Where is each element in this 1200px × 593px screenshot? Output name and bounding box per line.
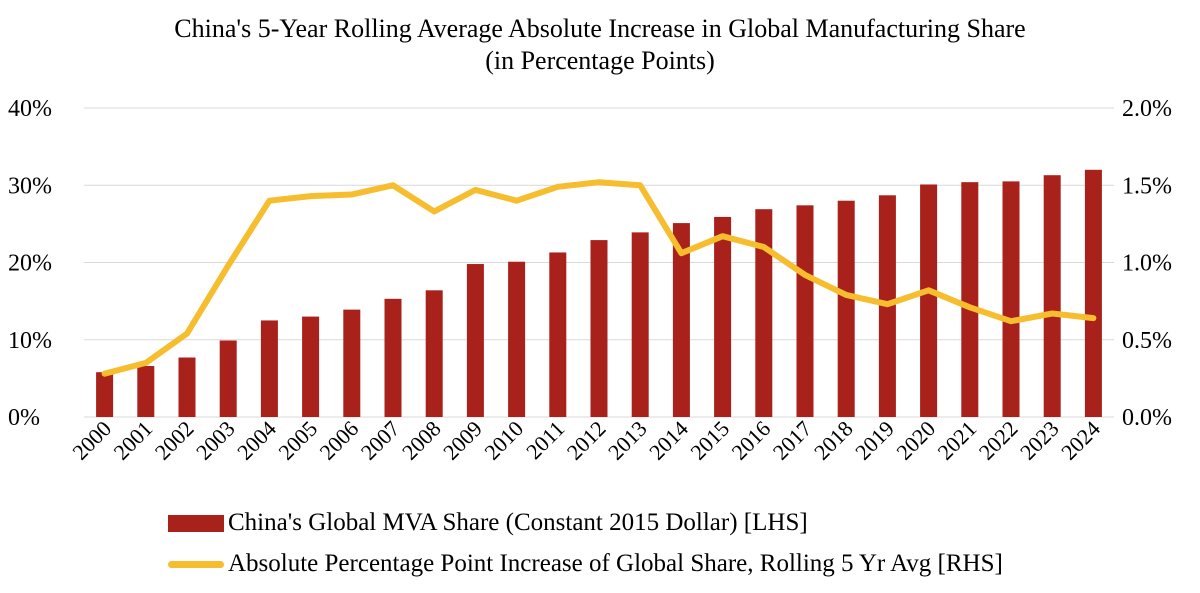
x-tick-label: 2015 <box>685 416 734 465</box>
legend-item-line: Absolute Percentage Point Increase of Gl… <box>168 549 1003 579</box>
bar-2009 <box>466 264 484 417</box>
y-right-tick-label: 0.0% <box>1122 405 1172 431</box>
x-tick-label: 2019 <box>850 416 899 465</box>
legend-label-line: Absolute Percentage Point Increase of Gl… <box>228 550 1003 577</box>
y-left-tick-label: 20% <box>8 251 52 277</box>
legend-label-bars: China's Global MVA Share (Constant 2015 … <box>228 509 808 536</box>
bar-2000 <box>96 372 114 417</box>
x-tick-label: 2006 <box>315 416 364 465</box>
x-tick-label: 2013 <box>603 416 652 465</box>
x-tick-label: 2002 <box>150 416 199 465</box>
y-right-tick-label: 1.5% <box>1122 173 1172 199</box>
x-tick-label: 2023 <box>1015 416 1064 465</box>
bar-2012 <box>590 240 608 417</box>
bar-2016 <box>755 209 773 417</box>
bar-2021 <box>961 182 979 417</box>
x-tick-label: 2010 <box>479 416 528 465</box>
chart-title: China's 5-Year Rolling Average Absolute … <box>174 14 1026 43</box>
x-tick-label: 2017 <box>768 416 817 465</box>
bar-2023 <box>1043 175 1061 417</box>
x-tick-label: 2021 <box>933 416 982 465</box>
bar-2022 <box>1002 181 1020 417</box>
bar-2018 <box>837 200 855 417</box>
y-left-tick-label: 40% <box>8 96 52 122</box>
bar-2001 <box>137 366 155 417</box>
bar-2017 <box>796 205 814 417</box>
x-tick-label: 2016 <box>727 416 776 465</box>
x-tick-label: 2024 <box>1056 416 1105 465</box>
y-left-tick-label: 10% <box>8 328 52 354</box>
bar-2013 <box>631 232 649 417</box>
x-tick-label: 2001 <box>109 416 158 465</box>
x-tick-label: 2007 <box>356 416 405 465</box>
y-right-tick-label: 0.5% <box>1122 328 1172 354</box>
x-tick-label: 2020 <box>891 416 940 465</box>
bar-2011 <box>549 252 567 417</box>
bar-2010 <box>508 261 526 417</box>
y-right-tick-label: 1.0% <box>1122 251 1172 277</box>
y-left-tick-label: 0% <box>8 405 40 431</box>
bar-2002 <box>178 357 196 417</box>
x-tick-label: 2022 <box>974 416 1023 465</box>
x-tick-label: 2012 <box>562 416 611 465</box>
y-left-tick-label: 30% <box>8 173 52 199</box>
x-tick-label: 2018 <box>809 416 858 465</box>
y-right-tick-label: 2.0% <box>1122 96 1172 122</box>
legend-item-bars: China's Global MVA Share (Constant 2015 … <box>168 508 808 538</box>
bar-2015 <box>714 216 732 417</box>
rolling-average-line <box>101 179 1097 377</box>
x-tick-label: 2004 <box>232 416 281 465</box>
bar-2024 <box>1084 169 1102 417</box>
legend-swatch-line <box>168 560 224 568</box>
x-tick-label: 2009 <box>438 416 487 465</box>
chart-subtitle: (in Percentage Points) <box>485 46 715 75</box>
x-tick-label: 2003 <box>191 416 240 465</box>
x-tick-label: 2011 <box>521 416 569 464</box>
legend-swatch-bar <box>168 514 224 532</box>
bar-2008 <box>425 290 443 417</box>
bar-2004 <box>260 320 278 417</box>
bar-2020 <box>920 184 938 417</box>
bar-2003 <box>219 340 237 417</box>
bar-2007 <box>384 298 402 417</box>
bar-2005 <box>302 316 320 417</box>
x-tick-label: 2000 <box>67 416 116 465</box>
x-tick-label: 2005 <box>273 416 322 465</box>
bar-2014 <box>672 223 690 417</box>
x-tick-label: 2008 <box>397 416 446 465</box>
bar-2006 <box>343 309 361 417</box>
x-tick-label: 2014 <box>644 416 693 465</box>
